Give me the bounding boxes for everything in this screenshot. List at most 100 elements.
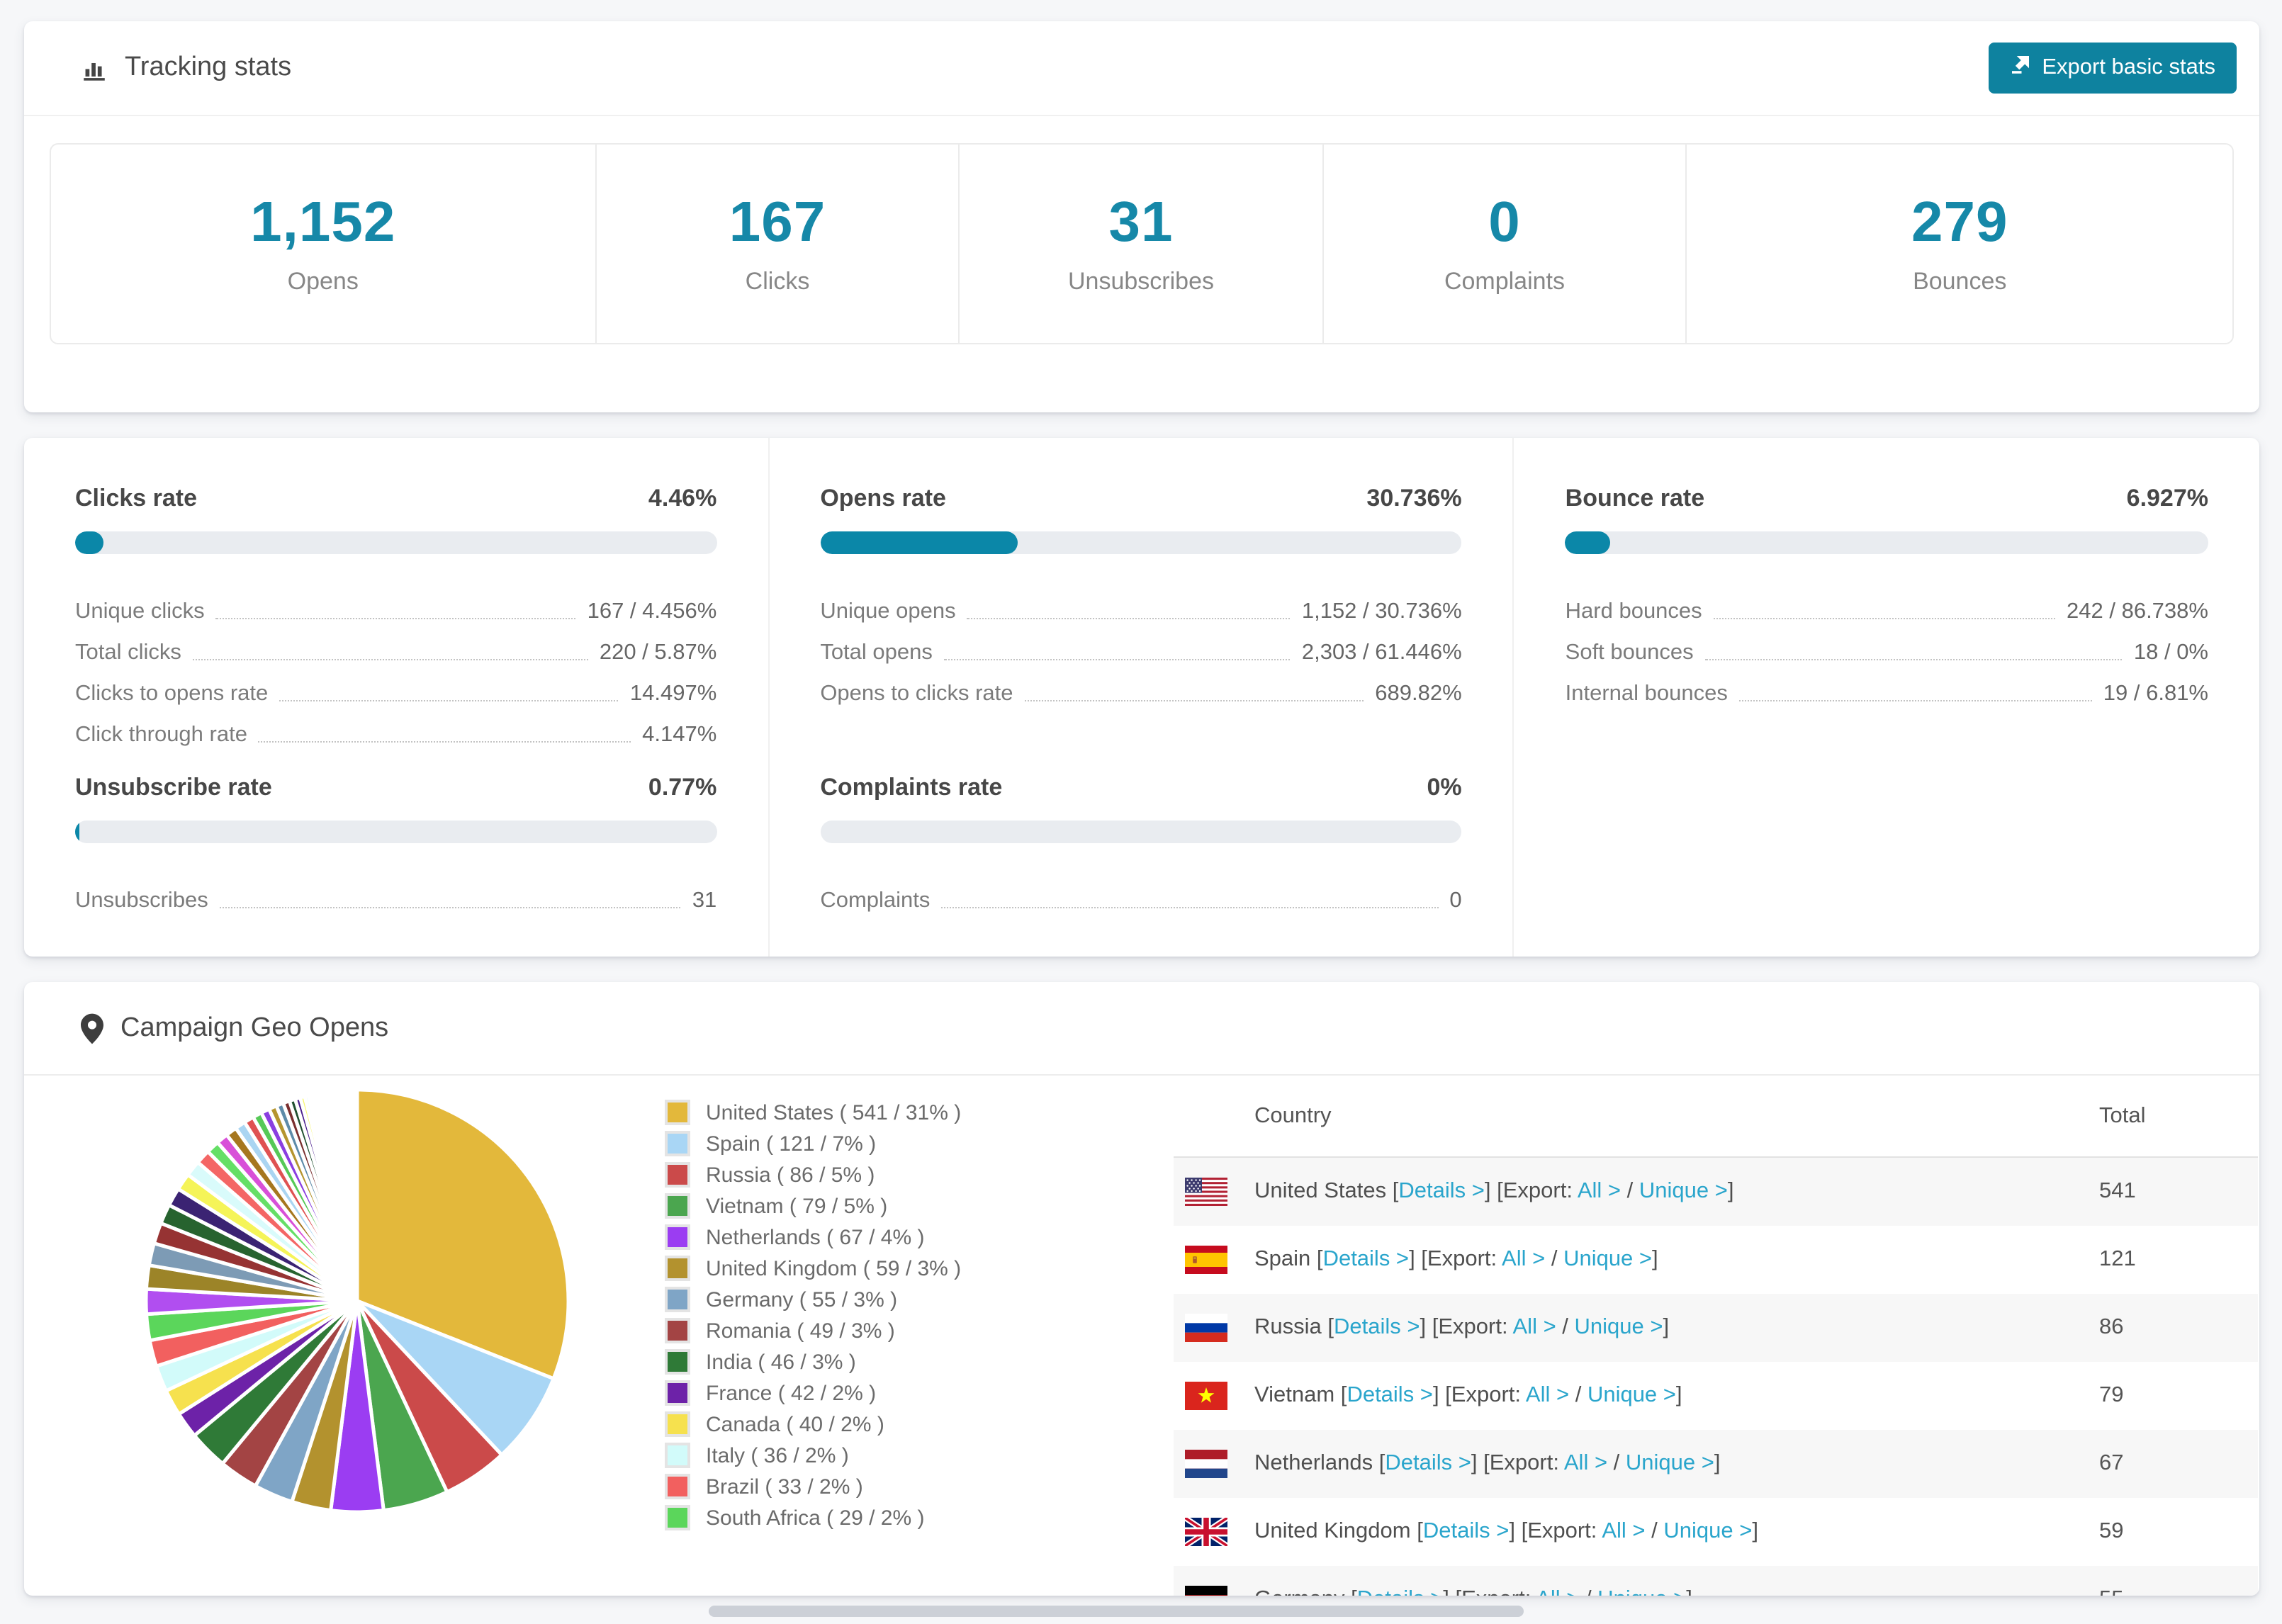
stat-box: 0 Complaints [1324, 145, 1687, 343]
country-total: 59 [2099, 1519, 2124, 1543]
export-unique-link[interactable]: Unique > [1663, 1519, 1753, 1543]
legend-item[interactable]: Italy ( 36 / 2% ) [665, 1440, 961, 1471]
legend-item[interactable]: Spain ( 121 / 7% ) [665, 1128, 961, 1159]
map-pin-icon [81, 1013, 103, 1044]
dotted-leader [215, 618, 576, 619]
country-name: Germany [1254, 1587, 1345, 1596]
legend-item[interactable]: Brazil ( 33 / 2% ) [665, 1471, 961, 1502]
tracking-stats-title: Tracking stats [81, 52, 291, 84]
export-unique-link[interactable]: Unique > [1563, 1247, 1653, 1271]
export-all-link[interactable]: All > [1502, 1247, 1546, 1271]
pie-slice-spain[interactable] [355, 1299, 556, 1457]
export-all-link[interactable]: All > [1536, 1587, 1579, 1596]
export-unique-link[interactable]: Unique > [1587, 1383, 1676, 1407]
detail-value: 1,152 / 30.736% [1301, 599, 1462, 624]
stat-label: Unsubscribes [1068, 268, 1214, 295]
legend-item[interactable]: Netherlands ( 67 / 4% ) [665, 1222, 961, 1253]
country-total: 121 [2099, 1247, 2136, 1271]
table-row: Vietnam [Details >] [Export: All > / Uni… [1174, 1362, 2258, 1430]
legend-item[interactable]: India ( 46 / 3% ) [665, 1346, 961, 1377]
export-icon [2009, 54, 2030, 82]
legend-item[interactable]: Germany ( 55 / 3% ) [665, 1284, 961, 1315]
horizontal-scrollbar[interactable] [709, 1606, 1524, 1617]
detail-label: Unique clicks [75, 599, 205, 624]
detail-label: Total opens [820, 641, 933, 665]
dotted-leader [258, 741, 631, 743]
legend-item[interactable]: Canada ( 40 / 2% ) [665, 1409, 961, 1440]
country-column-header: Country [1254, 1103, 1332, 1127]
country-name: United States [1254, 1179, 1387, 1203]
rate-column: Opens rate 30.736% Unique opens 1,152 / … [769, 438, 1514, 957]
legend-item[interactable]: United Kingdom ( 59 / 3% ) [665, 1253, 961, 1284]
export-basic-stats-button[interactable]: Export basic stats [1988, 43, 2237, 94]
details-link[interactable]: Details > [1357, 1587, 1444, 1596]
details-link[interactable]: Details > [1334, 1315, 1420, 1339]
progress-track [1565, 531, 2208, 554]
country-name: United Kingdom [1254, 1519, 1411, 1543]
vn-flag-icon [1185, 1382, 1227, 1410]
legend-swatch [665, 1474, 690, 1499]
legend-swatch [665, 1318, 690, 1343]
dotted-leader [219, 907, 681, 908]
legend-item[interactable]: France ( 42 / 2% ) [665, 1377, 961, 1409]
legend-item[interactable]: Vietnam ( 79 / 5% ) [665, 1190, 961, 1222]
stat-detail-row: Unique clicks 167 / 4.456% [75, 584, 716, 625]
rate-value: 30.736% [1366, 485, 1462, 512]
export-unique-link[interactable]: Unique > [1639, 1179, 1728, 1203]
legend-swatch [665, 1256, 690, 1281]
legend-label: Brazil ( 33 / 2% ) [706, 1474, 863, 1499]
legend-label: Italy ( 36 / 2% ) [706, 1443, 849, 1467]
legend-item[interactable]: United States ( 541 / 31% ) [665, 1097, 961, 1128]
progress-fill [75, 821, 80, 843]
detail-value: 18 / 0% [2133, 641, 2208, 665]
country-name: Vietnam [1254, 1383, 1335, 1407]
detail-label: Soft bounces [1565, 641, 1694, 665]
legend-item[interactable]: South Africa ( 29 / 2% ) [665, 1502, 961, 1533]
legend-label: Germany ( 55 / 3% ) [706, 1287, 898, 1312]
export-all-link[interactable]: All > [1525, 1383, 1570, 1407]
legend-label: Vietnam ( 79 / 5% ) [706, 1194, 888, 1218]
legend-swatch [665, 1100, 690, 1125]
details-link[interactable]: Details > [1347, 1383, 1433, 1407]
dotted-leader [1704, 659, 2123, 660]
geo-table-header: Country Total [1174, 1076, 2258, 1158]
export-unique-link[interactable]: Unique > [1597, 1587, 1686, 1596]
dotted-leader [1024, 700, 1364, 701]
detail-value: 689.82% [1375, 682, 1462, 706]
details-link[interactable]: Details > [1385, 1451, 1471, 1475]
detail-label: Complaints [820, 889, 931, 913]
export-all-link[interactable]: All > [1602, 1519, 1646, 1543]
export-unique-link[interactable]: Unique > [1625, 1451, 1714, 1475]
stat-box: 167 Clicks [597, 145, 960, 343]
legend-label: Russia ( 86 / 5% ) [706, 1163, 875, 1187]
progress-fill [820, 531, 1018, 554]
pie-slice-other[interactable] [319, 1090, 359, 1303]
rate-panel: Opens rate 30.736% Unique opens 1,152 / … [820, 485, 1462, 707]
legend-item[interactable]: Russia ( 86 / 5% ) [665, 1159, 961, 1190]
export-all-link[interactable]: All > [1563, 1451, 1608, 1475]
details-link[interactable]: Details > [1322, 1247, 1410, 1271]
stat-label: Clicks [745, 268, 810, 295]
details-link[interactable]: Details > [1422, 1519, 1510, 1543]
details-link[interactable]: Details > [1398, 1179, 1485, 1203]
geo-pie-chart[interactable] [142, 1086, 573, 1516]
export-all-link[interactable]: All > [1512, 1315, 1556, 1339]
rate-title: Complaints rate [820, 774, 1003, 801]
stat-value: 0 [1488, 191, 1521, 254]
stat-detail-row: Unsubscribes 31 [75, 873, 716, 914]
detail-label: Opens to clicks rate [820, 682, 1013, 706]
legend-label: India ( 46 / 3% ) [706, 1350, 856, 1374]
us-flag-icon [1185, 1178, 1227, 1206]
dotted-leader [1713, 618, 2056, 619]
export-unique-link[interactable]: Unique > [1574, 1315, 1663, 1339]
stat-detail-row: Unique opens 1,152 / 30.736% [820, 584, 1461, 625]
stat-value: 167 [729, 191, 826, 254]
legend-item[interactable]: Romania ( 49 / 3% ) [665, 1315, 961, 1346]
export-all-link[interactable]: All > [1577, 1179, 1621, 1203]
stat-value: 1,152 [250, 191, 396, 254]
geo-legend: United States ( 541 / 31% ) Spain ( 121 … [665, 1097, 961, 1533]
stat-label: Complaints [1444, 268, 1566, 295]
pie-slice-united-states[interactable] [355, 1088, 570, 1381]
rate-title: Opens rate [820, 485, 946, 512]
